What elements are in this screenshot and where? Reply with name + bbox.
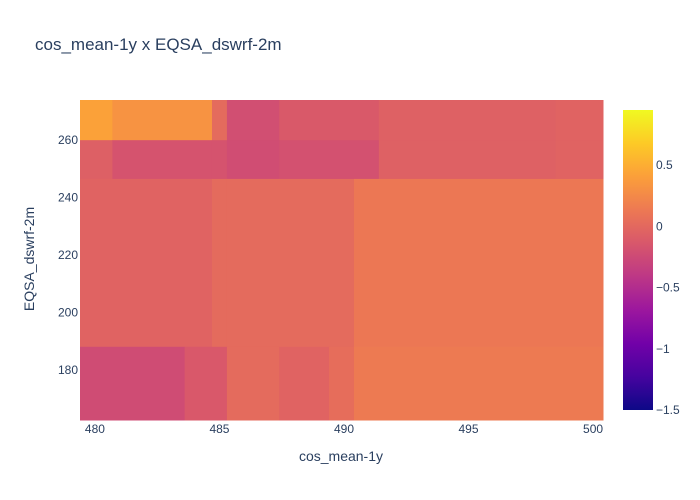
heatmap-cell-11	[279, 140, 380, 180]
x-tick-label: 480	[85, 422, 105, 436]
heatmap-cell-8	[112, 140, 213, 180]
chart-title: cos_mean-1y x EQSA_dswrf-2m	[35, 35, 282, 54]
heatmap-cell-22	[329, 346, 355, 421]
heatmap-cell-3	[226, 100, 280, 141]
colorbar-tick-label: 0.5	[656, 158, 673, 172]
heatmap-cell-16	[226, 178, 355, 348]
heatmap-cell-19	[184, 346, 228, 421]
x-tick-label: 495	[458, 422, 478, 436]
colorbar-tick-label: −0.5	[656, 281, 680, 295]
y-tick-label: 240	[58, 191, 78, 205]
heatmap-cell-1	[112, 100, 213, 141]
heatmap-cell-17	[353, 178, 604, 348]
heatmap-cell-20	[226, 346, 280, 421]
heatmap-cell-21	[279, 346, 330, 421]
y-axis-label: EQSA_dswrf-2m	[21, 207, 37, 311]
heatmap-cell-9	[211, 140, 228, 180]
heatmap-cell-18	[80, 346, 186, 421]
heatmap-cell-15	[211, 178, 228, 348]
x-axis-ticks: 480 485 490 495 500	[85, 422, 603, 436]
colorbar-tick-label: −1.5	[656, 403, 680, 417]
x-axis-label: cos_mean-1y	[299, 448, 383, 464]
x-tick-label: 490	[334, 422, 354, 436]
heatmap-cell-13	[555, 140, 604, 180]
heatmap-cell-10	[226, 140, 280, 180]
heatmap-cell-6	[555, 100, 604, 141]
heatmap-cell-23	[353, 346, 604, 421]
heatmap-cell-4	[279, 100, 380, 141]
heatmap-cell-5	[378, 100, 557, 141]
y-axis-ticks: 180 200 220 240 260	[58, 133, 78, 377]
colorbar-ticks: 0.5 0 −0.5 −1 −1.5	[656, 158, 680, 417]
colorbar-tick-label: −1	[656, 342, 670, 356]
colorbar-tick-label: 0	[656, 219, 663, 233]
x-tick-label: 500	[583, 422, 603, 436]
heatmap-cell-14	[80, 178, 213, 348]
heatmap-cell-7	[80, 140, 113, 180]
y-tick-label: 200	[58, 305, 78, 319]
heatmap-cell-2	[211, 100, 228, 141]
heatmap-cell-12	[378, 140, 557, 180]
y-tick-label: 220	[58, 248, 78, 262]
colorbar	[623, 110, 653, 410]
y-tick-label: 260	[58, 133, 78, 147]
x-tick-label: 485	[209, 422, 229, 436]
y-tick-label: 180	[58, 363, 78, 377]
heatmap-cells	[80, 100, 604, 421]
heatmap-cell-0	[80, 100, 113, 141]
